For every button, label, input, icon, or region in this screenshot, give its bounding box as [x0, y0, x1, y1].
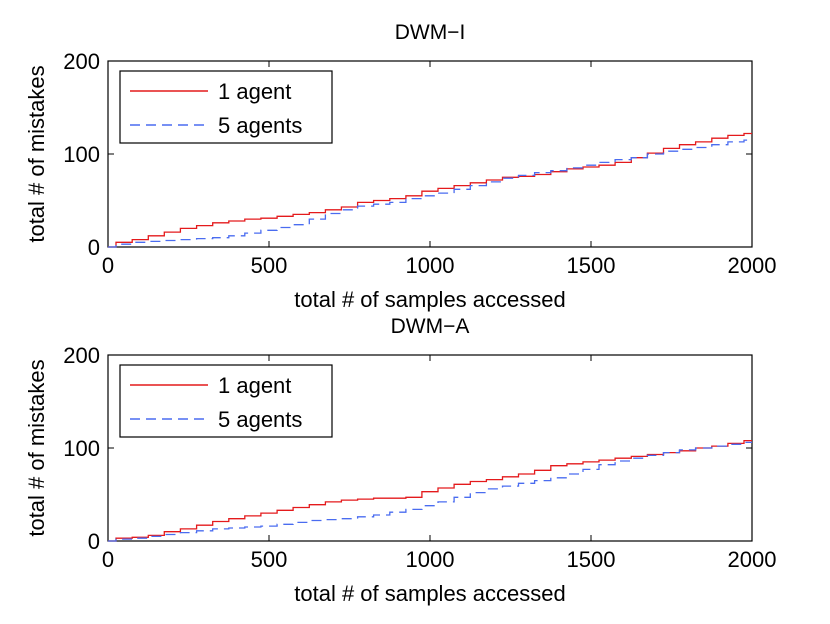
x-tick-label: 2000: [728, 253, 777, 278]
x-tick-label: 500: [251, 253, 288, 278]
y-tick-label: 200: [63, 49, 100, 74]
chart-title: DWM−A: [391, 315, 470, 338]
y-tick-label: 100: [63, 142, 100, 167]
x-axis-label: total # of samples accessed: [294, 581, 565, 606]
legend: 1 agent 5 agents: [119, 70, 333, 144]
y-tick-label: 0: [88, 529, 100, 554]
x-tick-label: 2000: [728, 547, 777, 572]
series-line-five-agents: [108, 139, 752, 248]
legend-label: 5 agents: [218, 113, 302, 138]
x-tick-label: 500: [251, 547, 288, 572]
chart-panel-2: DWM−A 0 500 1000 1500 2000 0 100 200 total # of s…: [24, 315, 776, 606]
legend-box: [119, 364, 333, 438]
x-tick-label: 0: [102, 547, 114, 572]
x-tick-label: 1000: [406, 547, 455, 572]
legend-box: [119, 70, 333, 144]
y-tick-label: 100: [63, 436, 100, 461]
x-tick-label: 1500: [567, 547, 616, 572]
x-tick-label: 1500: [567, 253, 616, 278]
x-axis-label: total # of samples accessed: [294, 287, 565, 312]
series-line-five-agents: [108, 441, 752, 542]
legend-label: 1 agent: [218, 79, 291, 104]
chart-title: DWM−I: [395, 21, 466, 44]
y-tick-label: 200: [63, 343, 100, 368]
y-tick-label: 0: [88, 235, 100, 260]
legend-label: 5 agents: [218, 407, 302, 432]
legend: 1 agent 5 agents: [119, 364, 333, 438]
y-axis-label: total # of mistakes: [24, 65, 49, 242]
legend-label: 1 agent: [218, 373, 291, 398]
chart-panel-1: DWM−I 0 500 1000 1500 2000 0 100 200 total # of s…: [24, 21, 776, 312]
y-axis-label: total # of mistakes: [24, 359, 49, 536]
x-tick-label: 1000: [406, 253, 455, 278]
x-tick-label: 0: [102, 253, 114, 278]
